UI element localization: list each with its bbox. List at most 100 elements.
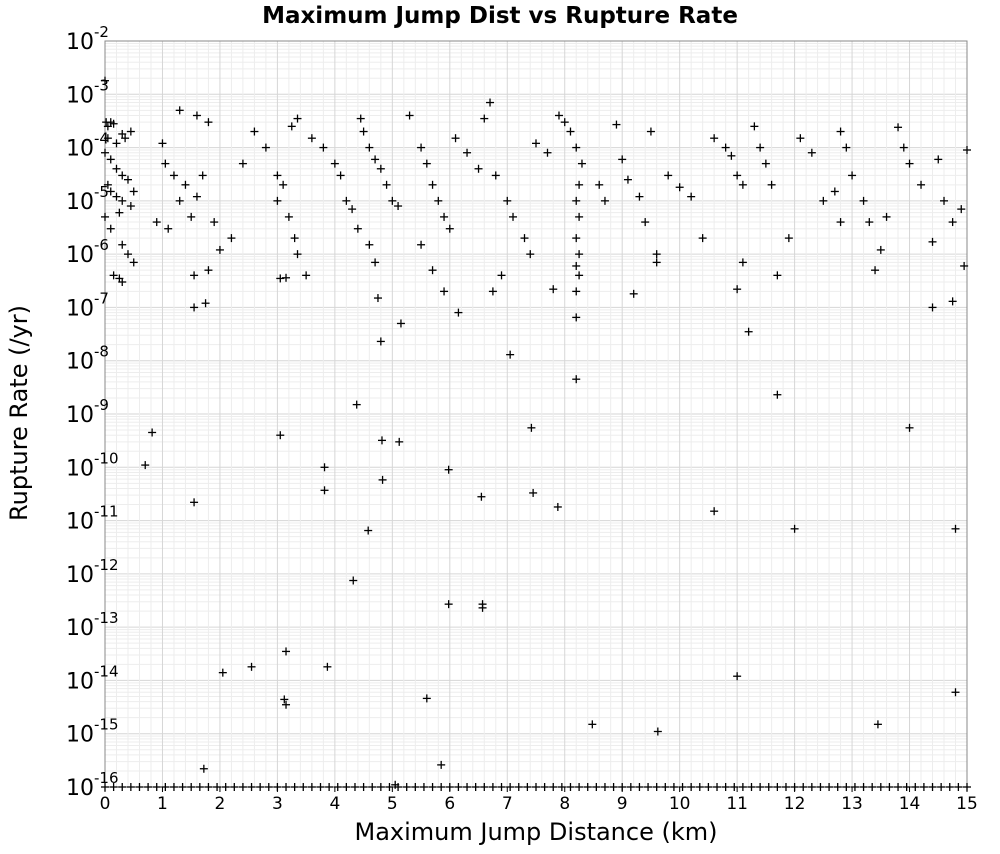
data-point: [279, 180, 288, 189]
data-point: [394, 202, 403, 211]
data-point: [417, 240, 426, 249]
x-tick-label: 6: [444, 794, 455, 814]
data-point: [440, 287, 449, 296]
x-tick-label: 8: [559, 794, 570, 814]
data-point: [376, 164, 385, 173]
data-point: [356, 114, 365, 123]
data-point: [733, 285, 742, 294]
data-point: [588, 720, 597, 729]
data-point: [577, 159, 586, 168]
data-point: [738, 783, 747, 791]
y-tick-label: 10 -15: [66, 716, 119, 748]
data-point: [618, 155, 627, 164]
data-point: [463, 148, 472, 157]
data-point: [960, 261, 969, 270]
data-point: [238, 159, 247, 168]
data-point: [112, 192, 121, 201]
data-point: [210, 218, 219, 227]
data-point: [320, 486, 329, 495]
data-point: [101, 148, 109, 157]
y-tick-base: 10: [66, 190, 94, 215]
data-point: [675, 183, 684, 192]
data-point: [264, 783, 273, 791]
data-point: [572, 261, 581, 270]
data-point: [948, 297, 957, 306]
data-point: [109, 783, 118, 791]
data-point: [190, 271, 199, 280]
data-point: [905, 159, 914, 168]
data-point: [704, 783, 713, 791]
data-point: [876, 783, 885, 791]
data-point: [284, 212, 293, 221]
data-point: [572, 143, 581, 152]
data-point: [101, 76, 109, 85]
data-point: [106, 224, 115, 233]
data-point: [428, 266, 437, 275]
data-point: [948, 218, 957, 227]
data-point: [784, 234, 793, 243]
data-point: [664, 171, 673, 180]
data-point: [934, 155, 943, 164]
data-point: [488, 783, 497, 791]
data-point: [437, 760, 446, 769]
y-tick-exponent: -13: [94, 609, 119, 627]
data-point: [486, 98, 495, 107]
data-point: [112, 164, 121, 173]
data-point: [175, 196, 184, 205]
data-point: [192, 111, 201, 120]
x-tick-label: 15: [956, 794, 978, 814]
y-tick-label: 10 -7: [66, 289, 109, 321]
y-axis-ticks: 10-210-310-410-510-610-710-810-910 -1010-…: [66, 23, 119, 801]
data-point: [336, 171, 345, 180]
data-point: [629, 289, 638, 298]
data-point: [583, 783, 592, 791]
data-point: [575, 250, 584, 259]
data-point: [164, 224, 173, 233]
data-point: [221, 783, 230, 791]
data-point: [951, 688, 960, 697]
data-point: [396, 319, 405, 328]
x-tick-label: 13: [841, 794, 863, 814]
data-point: [894, 123, 903, 132]
data-point: [738, 258, 747, 267]
data-point: [109, 119, 118, 128]
y-tick-exponent: -12: [94, 556, 119, 574]
data-point: [623, 175, 632, 184]
data-point: [503, 196, 512, 205]
data-point: [121, 134, 130, 143]
data-point: [382, 180, 391, 189]
data-point: [764, 783, 773, 791]
data-point: [710, 507, 719, 516]
data-point: [273, 196, 282, 205]
x-tick-label: 12: [784, 794, 806, 814]
y-tick-exponent: -10: [94, 449, 119, 467]
data-point: [444, 465, 453, 474]
data-point: [917, 180, 926, 189]
y-tick-exponent: -2: [94, 23, 109, 41]
x-tick-label: 3: [272, 794, 283, 814]
data-point: [227, 234, 236, 243]
y-tick-base: 10: [66, 616, 94, 641]
data-point: [290, 234, 299, 243]
y-tick-base: 10: [66, 350, 94, 375]
y-tick-label: 10 -9: [66, 396, 109, 428]
data-point: [282, 783, 291, 791]
data-point: [118, 783, 127, 791]
y-tick-label: 10 -8: [66, 343, 109, 375]
data-point: [187, 212, 196, 221]
data-point: [307, 783, 316, 791]
data-point: [807, 783, 816, 791]
y-tick-exponent: -15: [94, 716, 119, 734]
data-point: [319, 143, 328, 152]
data-point: [882, 212, 891, 221]
data-point: [523, 783, 532, 791]
y-tick-exponent: -3: [94, 76, 109, 94]
data-point: [365, 240, 374, 249]
data-point: [394, 783, 403, 791]
y-tick-exponent: -14: [94, 662, 119, 680]
data-point: [641, 218, 650, 227]
data-point: [733, 672, 742, 681]
data-point: [126, 127, 135, 136]
y-tick-exponent: -5: [94, 183, 109, 201]
y-tick-base: 10: [66, 243, 94, 268]
